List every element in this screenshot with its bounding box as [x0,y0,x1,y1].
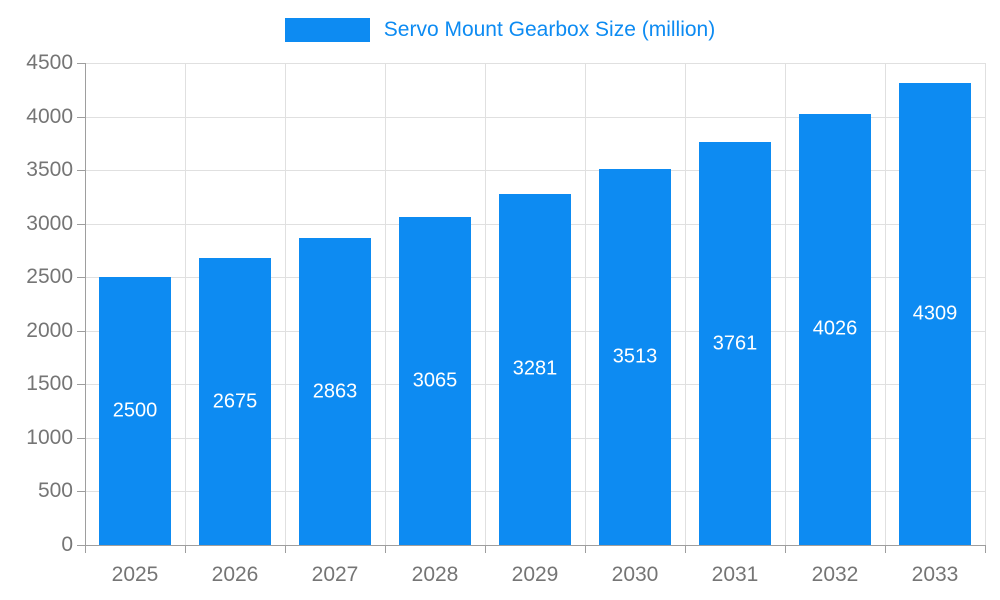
bar [799,113,871,545]
x-tick-label: 2027 [311,563,359,586]
x-tick-mark [785,545,786,553]
x-tick-mark [85,545,86,553]
y-tick-mark [77,437,85,439]
x-tick-mark [585,545,586,553]
y-tick-label: 4000 [26,104,73,128]
x-tick-label: 2033 [911,563,959,586]
y-tick-mark [77,330,85,332]
x-gridline [685,63,686,545]
x-tick-mark [185,545,186,553]
y-tick-label: 2500 [26,265,73,289]
y-tick-mark [77,384,85,386]
bar [599,168,671,545]
bar [699,142,771,545]
x-tick-mark [885,545,886,553]
y-tick-label: 1500 [26,372,73,396]
bar-value-label: 3065 [412,369,458,392]
y-tick-mark [77,491,85,493]
legend-swatch [284,18,370,42]
x-tick-label: 2029 [511,563,559,586]
x-tick-label: 2032 [811,563,859,586]
y-tick-label: 0 [61,533,73,556]
y-tick-mark [77,223,85,225]
y-axis-line [85,63,86,545]
x-tick-label: 2026 [211,563,259,586]
bar [99,277,171,545]
y-tick-label: 3000 [26,211,73,235]
y-tick-label: 3500 [26,158,73,182]
x-tick-label: 2025 [111,563,159,586]
bar-value-label: 3281 [512,357,558,380]
bar [199,258,271,545]
y-tick-mark [77,545,85,546]
y-tick-mark [77,116,85,118]
x-gridline [485,63,486,545]
y-gridline [85,170,985,172]
y-tick-label: 2000 [26,318,73,342]
x-tick-mark [985,545,986,553]
y-tick-mark [77,63,85,64]
x-gridline [785,63,786,545]
bar-value-label: 3761 [712,332,758,355]
x-gridline [285,63,286,545]
y-tick-mark [77,277,85,279]
bar [399,216,471,545]
x-gridline [185,63,186,545]
x-tick-label: 2030 [611,563,659,586]
y-tick-label: 4500 [26,51,73,74]
x-gridline [585,63,586,545]
x-tick-mark [485,545,486,553]
x-tick-label: 2031 [711,563,759,586]
bar-value-label: 4026 [812,317,858,340]
bar-value-label: 3513 [612,345,658,368]
x-tick-label: 2028 [411,563,459,586]
x-gridline [385,63,386,545]
x-gridline [985,63,986,545]
x-axis-line [85,545,985,546]
bar [499,193,571,545]
x-tick-mark [385,545,386,553]
y-tick-label: 1000 [26,425,73,449]
x-tick-mark [285,545,286,553]
legend: Servo Mount Gearbox Size (million) [0,18,1000,42]
x-tick-mark [685,545,686,553]
bar-value-label: 2863 [312,380,358,403]
bar [899,83,971,545]
x-gridline [885,63,886,545]
bar [299,238,371,545]
bar-value-label: 2675 [212,390,258,413]
bar-value-label: 4309 [912,302,958,325]
bar-value-label: 2500 [112,399,158,422]
y-tick-mark [77,170,85,172]
legend-label: Servo Mount Gearbox Size (million) [383,18,716,41]
y-gridline [85,63,985,64]
y-tick-label: 500 [37,479,73,503]
y-gridline [85,116,985,118]
